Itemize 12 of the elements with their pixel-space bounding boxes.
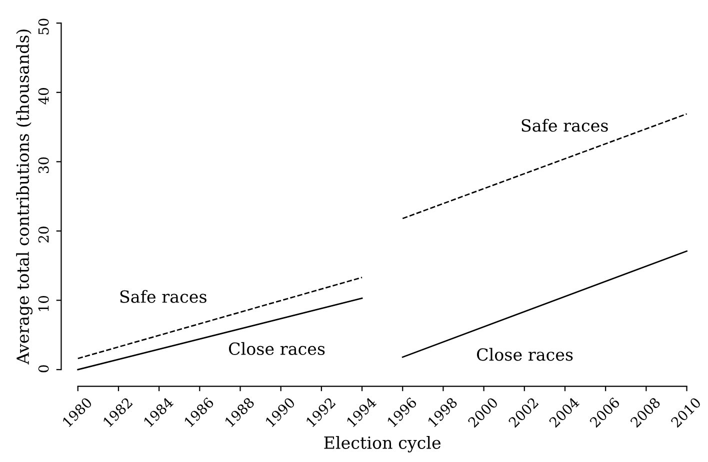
y-tick-label: 30	[38, 157, 49, 174]
annotation: Safe races	[120, 290, 206, 303]
annotation: Close races	[228, 342, 325, 356]
annotation: Safe races	[522, 118, 608, 132]
x-axis-title: Election cycle	[324, 436, 441, 452]
y-tick-label: 0	[38, 365, 49, 372]
y-axis-title: Average total contributions (thousands)	[16, 30, 32, 365]
y-tick-label: 50	[38, 18, 49, 34]
y-tick-label: 10	[38, 296, 49, 311]
y-tick-label: 20	[38, 226, 49, 242]
annotation: Close races	[476, 348, 573, 361]
y-tick-label: 40	[38, 88, 49, 104]
